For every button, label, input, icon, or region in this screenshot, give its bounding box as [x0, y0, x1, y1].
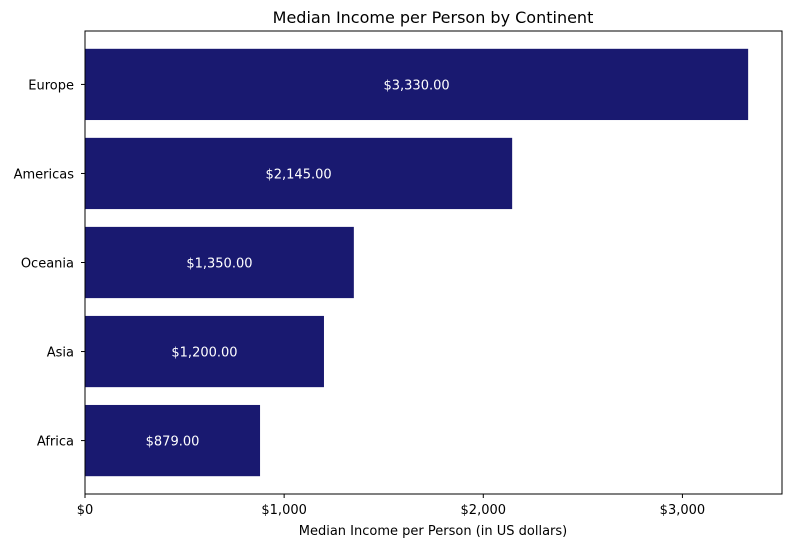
data-label-asia: $1,200.00: [171, 346, 237, 361]
bar-africa: [85, 404, 261, 477]
y-tick-label-americas: Americas: [14, 167, 75, 182]
bars-group: [85, 48, 749, 477]
plot-frame: [84, 30, 783, 495]
y-tick-label-europe: Europe: [28, 78, 74, 93]
y-tick-label-asia: Asia: [47, 346, 74, 361]
data-label-africa: $879.00: [146, 435, 200, 450]
bar-oceania: [85, 226, 354, 299]
y-tick-label-oceania: Oceania: [21, 257, 74, 272]
x-tick-label-1000: $1,000: [261, 503, 307, 518]
x-axis-label: Median Income per Person (in US dollars): [299, 524, 567, 539]
bar-americas: [85, 137, 513, 210]
y-tick-label-africa: Africa: [37, 435, 74, 450]
x-axis: $0 $1,000 $2,000 $3,000: [77, 494, 705, 518]
data-label-europe: $3,330.00: [383, 78, 449, 93]
bar-europe: [85, 48, 749, 121]
data-label-americas: $2,145.00: [265, 167, 331, 182]
x-tick-label-3000: $3,000: [660, 503, 706, 518]
y-axis: Africa Asia Oceania Americas Europe: [14, 78, 85, 450]
chart-title: Median Income per Person by Continent: [273, 8, 594, 27]
x-tick-label-2000: $2,000: [461, 503, 507, 518]
x-tick-label-0: $0: [77, 503, 94, 518]
bar-asia: [85, 315, 324, 388]
data-labels-group: $879.00 $1,200.00 $1,350.00 $2,145.00 $3,330…: [146, 78, 450, 449]
data-label-oceania: $1,350.00: [186, 257, 252, 272]
